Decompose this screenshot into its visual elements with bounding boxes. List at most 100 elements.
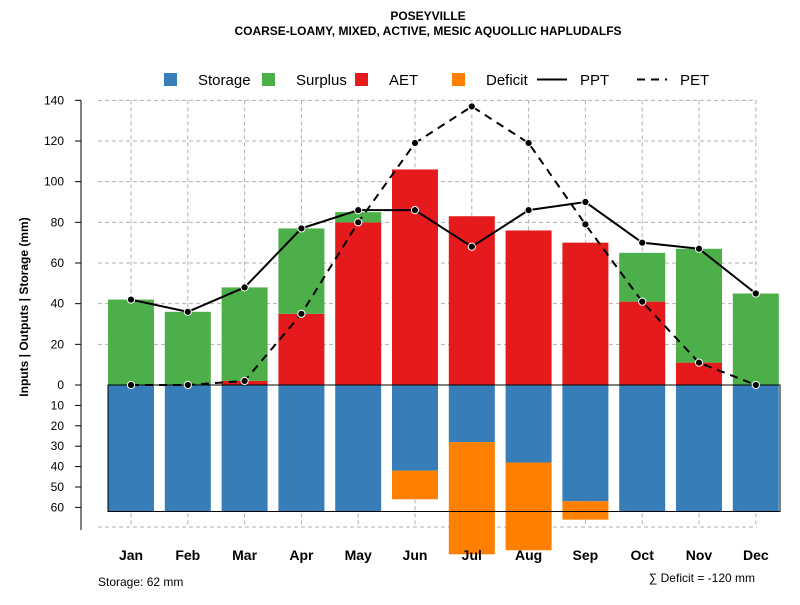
- point-pet-apr: [297, 309, 306, 318]
- y-tick-label: 10: [51, 398, 65, 412]
- legend-swatch-surplus: [262, 73, 275, 86]
- point-ppt-feb: [183, 307, 192, 316]
- legend-swatch-aet: [355, 73, 368, 86]
- point-ppt-mar: [240, 283, 249, 292]
- bar-aet-aug: [505, 230, 552, 385]
- point-pet-may: [354, 218, 363, 227]
- bar-storage-oct: [619, 385, 666, 512]
- point-ppt-sep: [581, 197, 590, 207]
- bar-deficit-jul: [448, 442, 495, 555]
- legend-swatch-deficit: [452, 73, 465, 86]
- bar-surplus-oct: [619, 252, 666, 302]
- x-tick-label-apr: Apr: [289, 547, 314, 563]
- bar-deficit-jun: [392, 470, 438, 500]
- chart-title: POSEYVILLE: [390, 9, 465, 23]
- x-tick-label-jan: Jan: [119, 547, 143, 563]
- bar-storage-feb: [164, 385, 211, 512]
- chart-legend: Storage Surplus AET Deficit PPT PET: [164, 72, 709, 89]
- line-pet: [131, 105, 757, 386]
- bar-storage-mar: [221, 385, 268, 512]
- point-pet-feb: [183, 380, 192, 390]
- bar-surplus-mar: [221, 287, 268, 381]
- point-ppt-dec: [751, 289, 760, 298]
- x-tick-label-may: May: [345, 547, 372, 563]
- y-tick-label: 60: [51, 500, 65, 514]
- point-ppt-apr: [297, 224, 306, 233]
- y-axis-label: Inputs | Outputs | Storage (mm): [17, 217, 31, 396]
- legend-label-aet: AET: [389, 72, 418, 89]
- point-pet-oct: [638, 297, 647, 306]
- x-tick-label-feb: Feb: [175, 547, 200, 563]
- bar-surplus-feb: [164, 311, 211, 385]
- point-pet-nov: [694, 358, 704, 367]
- x-tick-label-jul: Jul: [462, 547, 482, 563]
- bar-aet-may: [335, 222, 382, 385]
- y-tick-label: 120: [44, 134, 64, 148]
- bar-storage-sep: [562, 385, 609, 502]
- bar-aet-sep: [562, 242, 609, 385]
- bar-storage-jan: [108, 385, 154, 512]
- bars: [107, 169, 781, 555]
- y-tick-label: 0: [57, 378, 64, 392]
- point-ppt-jan: [126, 295, 136, 304]
- axes: 0 20 40 60 80 100 120 140 10 20 30 40 50 60 Jan Feb Mar A…: [44, 93, 769, 563]
- bar-aet-jul: [448, 216, 495, 385]
- y-tick-label: 80: [51, 215, 65, 229]
- y-tick-label: 20: [51, 419, 65, 433]
- point-pet-sep: [581, 220, 590, 229]
- y-tick-label: 100: [44, 175, 64, 189]
- bar-surplus-jan: [108, 299, 154, 385]
- line-ppt: [130, 200, 757, 313]
- y-tick-label: 140: [44, 93, 64, 107]
- x-tick-label-mar: Mar: [232, 547, 257, 563]
- point-ppt-jun: [410, 206, 420, 215]
- bar-storage-dec: [732, 385, 779, 512]
- y-tick-label: 30: [51, 439, 65, 453]
- point-ppt-jul: [467, 242, 476, 251]
- point-pet-aug: [524, 138, 533, 148]
- point-ppt-nov: [694, 244, 704, 253]
- x-tick-label-sep: Sep: [573, 547, 599, 563]
- bar-storage-apr: [278, 385, 325, 512]
- legend-label-surplus: Surplus: [296, 72, 347, 89]
- storage-capacity-box: [107, 384, 781, 512]
- point-ppt-may: [354, 206, 363, 215]
- bar-surplus-nov: [676, 248, 722, 363]
- bar-surplus-apr: [278, 228, 325, 314]
- y-tick-label: 60: [51, 256, 65, 270]
- storage-note: Storage: 62 mm: [98, 575, 183, 589]
- y-tick-label: 20: [51, 337, 65, 351]
- bar-storage-nov: [676, 385, 722, 512]
- chart-subtitle: COARSE-LOAMY, MIXED, ACTIVE, MESIC AQUOL…: [234, 24, 621, 38]
- point-ppt-oct: [638, 238, 647, 247]
- x-tick-label-dec: Dec: [743, 547, 769, 563]
- point-pet-jun: [410, 138, 420, 148]
- bar-aet-oct: [619, 301, 666, 385]
- deficit-note: ∑ Deficit = -120 mm: [649, 571, 755, 585]
- bar-deficit-aug: [505, 462, 552, 551]
- bar-storage-may: [335, 385, 382, 512]
- bar-storage-jul: [448, 385, 495, 443]
- point-pet-mar: [240, 376, 249, 386]
- legend-swatch-storage: [164, 73, 177, 86]
- point-ppt-aug: [524, 206, 533, 215]
- bar-storage-aug: [505, 385, 552, 463]
- bar-surplus-dec: [732, 293, 779, 385]
- legend-label-storage: Storage: [198, 72, 251, 89]
- x-tick-label-oct: Oct: [631, 547, 655, 563]
- point-pet-jul: [467, 102, 476, 111]
- point-pet-dec: [751, 380, 760, 390]
- legend-label-pet: PET: [680, 72, 709, 89]
- bar-aet-jun: [392, 169, 438, 385]
- legend-label-deficit: Deficit: [486, 72, 529, 89]
- point-pet-jan: [126, 380, 136, 390]
- series-lines: [126, 102, 760, 390]
- y-tick-label: 50: [51, 480, 65, 494]
- bar-surplus-may: [335, 212, 382, 223]
- y-tick-label: 40: [51, 460, 65, 474]
- y-tick-label: 40: [51, 297, 65, 311]
- x-tick-label-nov: Nov: [686, 547, 713, 563]
- x-tick-label-aug: Aug: [515, 547, 542, 563]
- x-tick-label-jun: Jun: [403, 547, 428, 563]
